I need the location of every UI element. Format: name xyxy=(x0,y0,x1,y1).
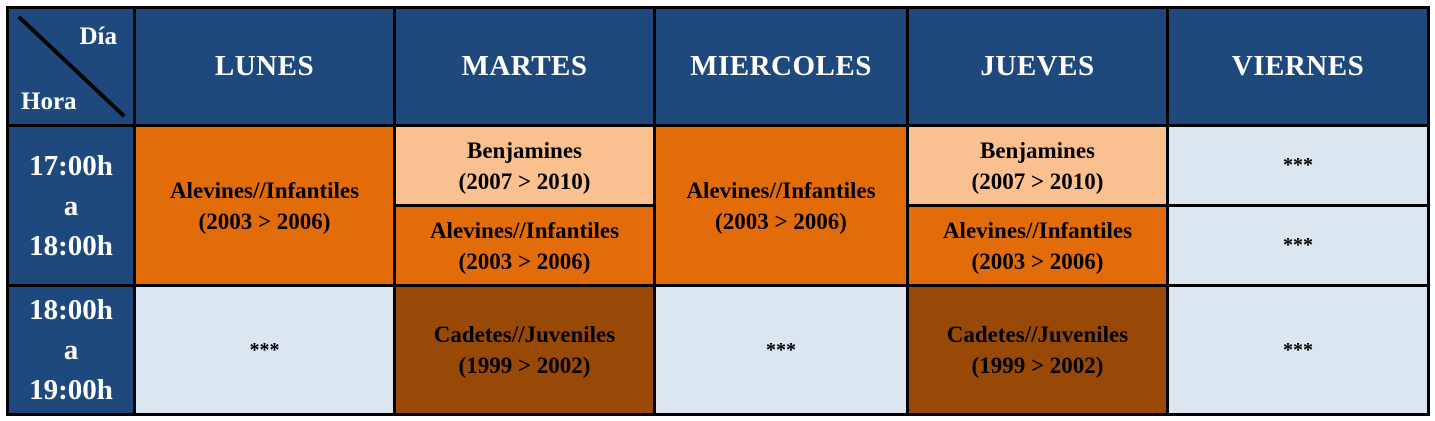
day-header-wednesday: MIERCOLES xyxy=(653,6,909,127)
session-tuesday-alevines: Alevines//Infantiles (2003 > 2006) xyxy=(393,204,656,287)
group-years: (2003 > 2006) xyxy=(971,248,1104,274)
time-slot-2: 18:00h a 19:00h xyxy=(6,284,136,416)
session-thursday-alevines: Alevines//Infantiles (2003 > 2006) xyxy=(906,204,1169,287)
group-years: (2007 > 2010) xyxy=(971,168,1104,194)
session-friday-empty: *** xyxy=(1166,124,1430,207)
session-thursday-benjamines: Benjamines (2007 > 2010) xyxy=(906,124,1169,207)
corner-hour-label: Hora xyxy=(21,88,77,115)
slot-1-row-a: 17:00h a 18:00h Alevines//Infantiles (20… xyxy=(6,124,1430,287)
schedule-table: Día Hora LUNES MARTES MIERCOLES JUEVES V… xyxy=(6,6,1430,416)
corner-cell: Día Hora xyxy=(6,6,136,127)
header-row: Día Hora LUNES MARTES MIERCOLES JUEVES V… xyxy=(6,6,1430,127)
group-years: (2007 > 2010) xyxy=(458,168,591,194)
group-name: Cadetes//Juveniles xyxy=(433,322,616,347)
group-name: Alevines//Infantiles xyxy=(429,217,620,243)
time-slot-2-start: 18:00h xyxy=(29,294,113,326)
group-years: (2003 > 2006) xyxy=(458,248,591,274)
group-name: Cadetes//Juveniles xyxy=(946,322,1129,347)
time-slot-1-end: 18:00h xyxy=(29,229,113,262)
session-tuesday-cadetes: Cadetes//Juveniles (1999 > 2002) xyxy=(393,284,656,416)
diagonal-divider xyxy=(17,15,126,118)
group-name: Alevines//Infantiles xyxy=(942,217,1133,243)
session-monday-empty: *** xyxy=(133,284,396,416)
corner-day-label: Día xyxy=(79,23,118,50)
group-years: (2003 > 2006) xyxy=(198,208,331,234)
session-monday-alevines: Alevines//Infantiles (2003 > 2006) xyxy=(133,124,396,287)
time-slot-1-start: 17:00h xyxy=(29,149,113,182)
session-friday-empty: *** xyxy=(1166,204,1430,287)
group-name: Alevines//Infantiles xyxy=(169,177,360,203)
group-years: (1999 > 2002) xyxy=(458,353,591,378)
session-tuesday-benjamines: Benjamines (2007 > 2010) xyxy=(393,124,656,207)
day-header-tuesday: MARTES xyxy=(393,6,656,127)
day-header-monday: LUNES xyxy=(133,6,396,127)
day-header-friday: VIERNES xyxy=(1166,6,1430,127)
session-friday-empty: *** xyxy=(1166,284,1430,416)
time-slot-2-end: 19:00h xyxy=(29,374,113,406)
time-slot-1-sep: a xyxy=(63,189,79,222)
group-years: (2003 > 2006) xyxy=(715,208,847,234)
slot-2-row: 18:00h a 19:00h *** Cadetes//Juveniles (… xyxy=(6,284,1430,416)
time-slot-1: 17:00h a 18:00h xyxy=(6,124,136,287)
group-years: (1999 > 2002) xyxy=(971,353,1104,378)
day-header-thursday: JUEVES xyxy=(906,6,1169,127)
session-wednesday-empty: *** xyxy=(653,284,909,416)
session-wednesday-alevines: Alevines//Infantiles (2003 > 2006) xyxy=(653,124,909,287)
time-slot-2-sep: a xyxy=(63,334,79,366)
slot-1-row-b: Alevines//Infantiles (2003 > 2006) Alevi… xyxy=(8,204,1430,287)
group-name: Benjamines xyxy=(467,137,582,163)
group-name: Alevines//Infantiles xyxy=(686,177,876,203)
group-name: Benjamines xyxy=(980,137,1095,163)
session-thursday-cadetes: Cadetes//Juveniles (1999 > 2002) xyxy=(906,284,1169,416)
